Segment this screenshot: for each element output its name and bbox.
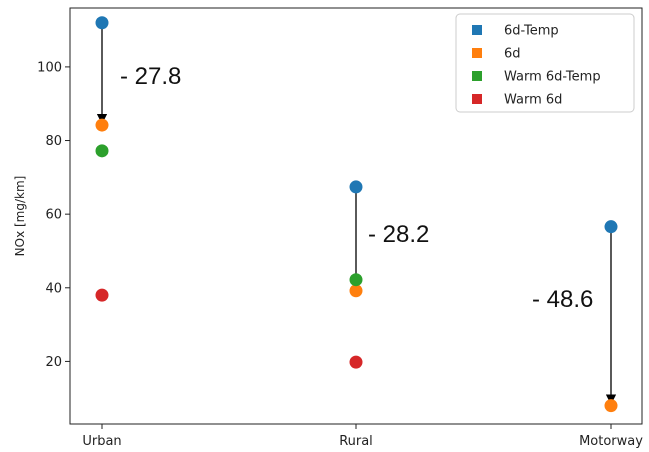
legend-marker-warm-6d-temp xyxy=(472,71,482,81)
legend-marker-6d xyxy=(472,48,482,58)
point-warm-6d-urban xyxy=(95,288,109,302)
difference-label-urban: - 27.8 xyxy=(120,63,181,90)
point-warm-6d-temp-rural xyxy=(349,273,363,287)
legend-marker-warm-6d xyxy=(472,94,482,104)
point-6d-temp-motorway xyxy=(604,220,618,234)
point-6d-temp-rural xyxy=(349,180,363,194)
y-tick-label: 80 xyxy=(45,134,62,149)
legend-label-warm-6d: Warm 6d xyxy=(504,93,562,108)
legend-label-warm-6d-temp: Warm 6d-Temp xyxy=(504,70,601,85)
y-axis: 20 40 60 80 100 xyxy=(37,60,70,370)
legend-label-6d-temp: 6d-Temp xyxy=(504,24,559,39)
legend-marker-6d-temp xyxy=(472,25,482,35)
point-6d-temp-urban xyxy=(95,16,109,30)
point-6d-motorway xyxy=(604,399,618,413)
difference-labels: - 27.8 - 28.2 - 48.6 xyxy=(120,63,593,313)
legend-label-6d: 6d xyxy=(504,47,521,62)
x-tick-label-urban: Urban xyxy=(82,434,121,449)
difference-label-motorway: - 48.6 xyxy=(532,286,593,313)
point-warm-6d-temp-urban xyxy=(95,144,109,158)
difference-arrows xyxy=(96,28,617,405)
x-tick-label-motorway: Motorway xyxy=(579,434,643,449)
point-warm-6d-rural xyxy=(349,355,363,369)
y-tick-label: 20 xyxy=(45,355,62,370)
legend-box xyxy=(455,13,635,113)
y-tick-label: 40 xyxy=(45,281,62,296)
data-points xyxy=(95,16,618,413)
difference-label-rural: - 28.2 xyxy=(368,221,429,248)
legend: 6d-Temp 6d Warm 6d-Temp Warm 6d xyxy=(455,13,635,113)
y-tick-label: 60 xyxy=(45,208,62,223)
y-tick-label: 100 xyxy=(37,60,62,75)
x-tick-label-rural: Rural xyxy=(339,434,373,449)
point-6d-rural xyxy=(349,284,363,298)
y-axis-title: NOx [mg/km] xyxy=(13,176,27,257)
point-6d-urban xyxy=(95,118,109,132)
x-axis: Urban Rural Motorway xyxy=(82,424,643,449)
